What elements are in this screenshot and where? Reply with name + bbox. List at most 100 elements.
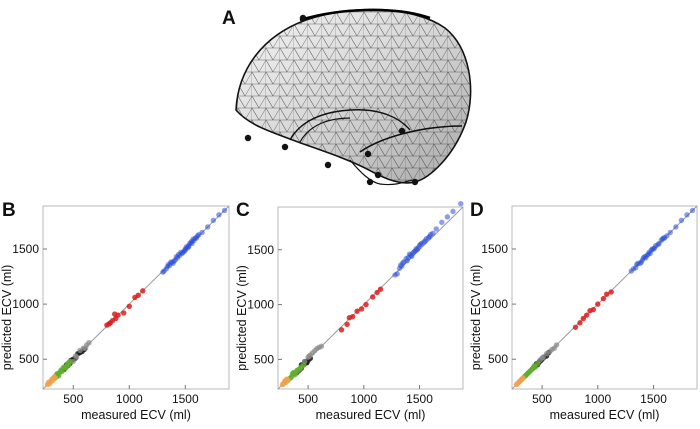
chart-c-x-tick-label: 500 <box>298 392 318 406</box>
chart-d-point-blue <box>684 212 690 218</box>
chart-c-point-blue <box>444 214 451 220</box>
chart-d-point-blue <box>689 207 696 214</box>
chart-c-point-gray <box>318 343 325 349</box>
chart-d-point-gray <box>553 342 560 348</box>
chart-b-point-blue <box>189 238 195 244</box>
chart-c-point-red <box>370 294 376 300</box>
chart-d-point-blue <box>667 229 673 236</box>
chart-c-point-blue <box>433 226 439 232</box>
chart-b-x-tick-label: 1500 <box>172 392 199 406</box>
chart-c-point-blue <box>439 219 445 226</box>
chart-d-point-blue <box>633 265 639 271</box>
scatter-plot-d: 500 1000 1500 500 1000 1500 measured ECV (ml) p… <box>469 205 698 422</box>
chart-b-point-orange <box>52 375 59 381</box>
chart-c-y-tick-label: 1000 <box>247 298 274 312</box>
chart-b-point-gray <box>73 354 80 360</box>
chart-b-x-tick-label: 1000 <box>116 392 143 406</box>
chart-b-x-axis-title: measured ECV (ml) <box>81 408 191 422</box>
chart-c-point-blue <box>412 248 418 254</box>
chart-b-point-red <box>140 288 146 294</box>
chart-c-point-blue <box>450 208 456 215</box>
chart-d-y-tick-label: 1000 <box>481 297 508 311</box>
chart-d-y-axis-title: predicted ECV (ml) <box>469 265 483 371</box>
panel-label-b: B <box>2 200 16 221</box>
chart-b-point-green <box>66 362 72 368</box>
chart-c-point-red <box>377 286 384 292</box>
chart-b-point-blue <box>164 263 171 270</box>
chart-d-point-gray <box>539 355 545 361</box>
chart-b-y-tick-label: 1000 <box>12 297 39 311</box>
chart-d-x-axis-title: measured ECV (ml) <box>550 408 660 422</box>
chart-c-point-red <box>338 327 345 333</box>
chart-c-point-blue <box>392 272 398 278</box>
chart-d-point-red <box>580 315 587 322</box>
chart-b-point-blue <box>172 257 178 263</box>
chart-b-y-axis-title: predicted ECV (ml) <box>0 265 14 371</box>
chart-c-point-gray <box>306 353 312 359</box>
chart-d-x-tick-label: 1500 <box>640 392 667 406</box>
chart-d-point-orange <box>520 375 526 381</box>
chart-b-point-green <box>58 367 64 373</box>
chart-d-point-red <box>600 295 607 302</box>
chart-d-point-green <box>531 363 537 369</box>
chart-b-point-red <box>115 312 121 318</box>
chart-c-x-tick-label: 1000 <box>350 392 377 406</box>
chart-d-point-blue <box>638 259 644 265</box>
chart-c-point-blue <box>409 253 415 260</box>
chart-d-point-red <box>590 306 597 313</box>
chart-c-x-axis-title: measured ECV (ml) <box>316 408 426 422</box>
chart-d-y-tick-label: 500 <box>488 352 508 366</box>
chart-d-point-blue <box>646 249 652 256</box>
chart-b-point-blue <box>179 250 185 257</box>
chart-c-point-red <box>374 289 380 296</box>
chart-b-point-red <box>126 303 132 310</box>
chart-b-point-blue <box>221 207 228 214</box>
chart-d-point-blue <box>651 245 658 251</box>
chart-b-point-blue <box>216 212 222 218</box>
chart-d-point-blue <box>655 241 661 248</box>
chart-b-point-blue <box>205 224 211 230</box>
chart-c-point-red <box>363 301 369 308</box>
chart-b-point-blue <box>199 229 205 236</box>
chart-d-point-blue <box>643 255 649 261</box>
chart-c-point-blue <box>399 263 405 269</box>
chart-b-point-red <box>120 310 127 316</box>
chart-c-point-green <box>288 374 295 380</box>
chart-c-y-axis-title: predicted ECV (ml) <box>235 265 249 371</box>
chart-d-point-red <box>604 291 610 297</box>
panel-label-c: C <box>236 200 250 221</box>
chart-d-point-red <box>595 301 601 307</box>
chart-b-point-red <box>106 321 112 327</box>
chart-b-point-gray <box>86 339 92 346</box>
chart-c-point-red <box>349 313 356 320</box>
chart-c-point-green <box>300 362 307 368</box>
chart-c-point-blue <box>458 201 464 207</box>
chart-c-point-red <box>354 308 360 314</box>
chart-b-y-tick-label: 500 <box>19 352 39 366</box>
chart-d-point-blue <box>673 224 679 230</box>
scatter-plot-c: 500 1000 1500 500 1000 1500 measured ECV (ml) p… <box>235 201 464 422</box>
chart-b-point-blue <box>185 244 192 250</box>
chart-c-y-tick-label: 500 <box>254 352 274 366</box>
chart-c-point-blue <box>430 230 436 237</box>
chart-b-point-blue <box>194 233 201 239</box>
chart-b-point-blue <box>210 217 217 224</box>
panel-label-d: D <box>470 200 484 221</box>
chart-b-x-tick-label: 500 <box>63 392 83 406</box>
chart-c-x-tick-label: 1500 <box>406 392 433 406</box>
chart-c-point-green <box>297 365 303 371</box>
chart-d-y-tick-label: 1500 <box>481 242 508 256</box>
chart-c-point-red <box>344 321 350 328</box>
panel-label-a: A <box>222 8 236 29</box>
chart-d-x-tick-label: 500 <box>532 392 552 406</box>
chart-d-point-blue <box>678 217 685 224</box>
chart-c-point-orange <box>283 377 289 383</box>
scatter-plot-b: 500 1000 1500 500 1000 1500 measured ECV (ml) p… <box>0 205 230 422</box>
chart-d-point-red <box>608 289 614 295</box>
chart-b-point-blue <box>182 247 189 253</box>
chart-c-point-blue <box>404 258 410 264</box>
chart-d-x-tick-label: 1000 <box>584 392 611 406</box>
chart-d-point-blue <box>664 233 670 239</box>
chart-d-point-red <box>583 312 590 318</box>
chart-b-y-tick-label: 1500 <box>12 242 39 256</box>
